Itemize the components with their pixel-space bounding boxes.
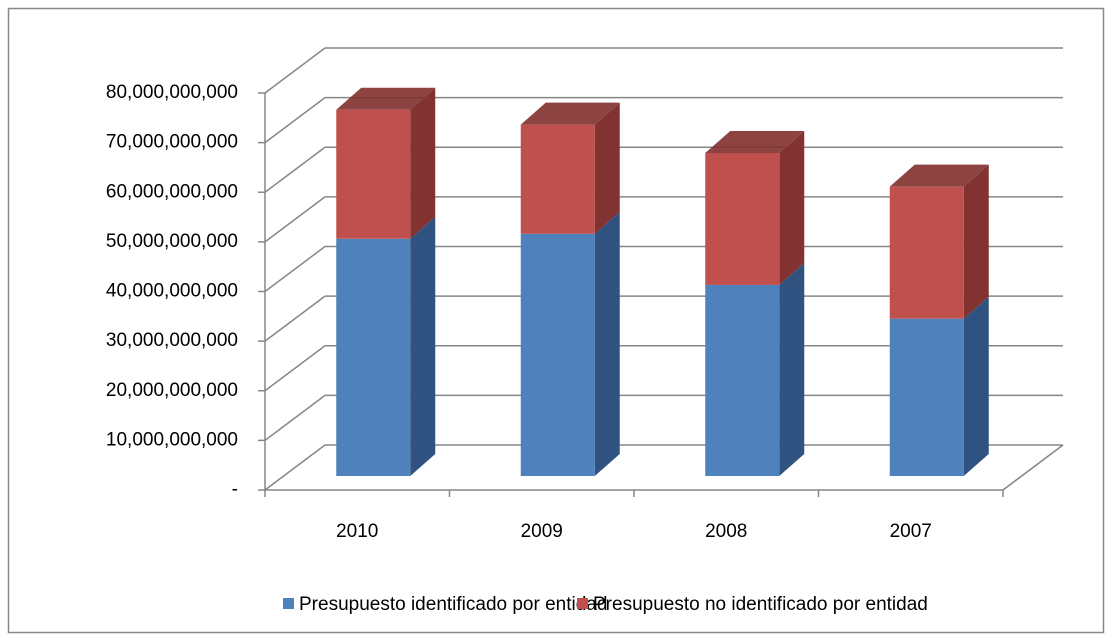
- bar-side: [594, 211, 620, 476]
- bar-side: [410, 87, 436, 239]
- x-tick-label: 2009: [521, 521, 563, 542]
- y-tick-label: 60,000,000,000: [106, 181, 238, 202]
- y-tick-label: 50,000,000,000: [106, 231, 238, 252]
- bar: [520, 233, 595, 476]
- y-tick-label: 10,000,000,000: [106, 429, 238, 450]
- bar: [889, 318, 964, 476]
- bar-side: [594, 102, 620, 234]
- floor-edge: [1002, 444, 1064, 491]
- bar-side: [779, 130, 805, 285]
- y-tick-label: 80,000,000,000: [106, 82, 238, 103]
- x-tick-label: 2010: [336, 521, 378, 542]
- grid-slant: [264, 47, 326, 94]
- legend-swatch: [577, 598, 588, 609]
- bar: [520, 124, 595, 234]
- legend-swatch: [283, 598, 294, 609]
- y-tick-label: 40,000,000,000: [106, 281, 238, 302]
- x-tick-label: 2007: [890, 521, 932, 542]
- bar-top: [520, 102, 620, 125]
- grid-slant: [264, 394, 326, 441]
- bar: [336, 238, 411, 476]
- grid-slant: [264, 295, 326, 342]
- x-tick-label: 2008: [705, 521, 747, 542]
- grid-slant: [264, 97, 326, 144]
- bar: [336, 109, 411, 239]
- bar-side: [963, 296, 989, 476]
- grid-slant: [264, 444, 326, 491]
- legend-label: Presupuesto no identificado por entidad: [593, 594, 928, 615]
- y-tick-label: -: [232, 479, 238, 500]
- bar-top: [705, 130, 805, 153]
- y-tick-label: 20,000,000,000: [106, 380, 238, 401]
- bar: [705, 284, 780, 476]
- y-tick-label: 30,000,000,000: [106, 330, 238, 351]
- bar: [889, 186, 964, 319]
- bar-top: [889, 164, 989, 187]
- bar-side: [779, 262, 805, 476]
- grid-slant: [264, 146, 326, 193]
- grid-slant: [264, 245, 326, 293]
- grid-slant: [264, 196, 326, 243]
- bar-side: [963, 164, 989, 319]
- bar: [705, 152, 780, 285]
- legend-label: Presupuesto identificado por entidad: [299, 594, 607, 615]
- bar-side: [410, 216, 436, 477]
- bar-top: [336, 87, 436, 110]
- y-tick-label: 70,000,000,000: [106, 132, 238, 153]
- grid-slant: [264, 345, 326, 392]
